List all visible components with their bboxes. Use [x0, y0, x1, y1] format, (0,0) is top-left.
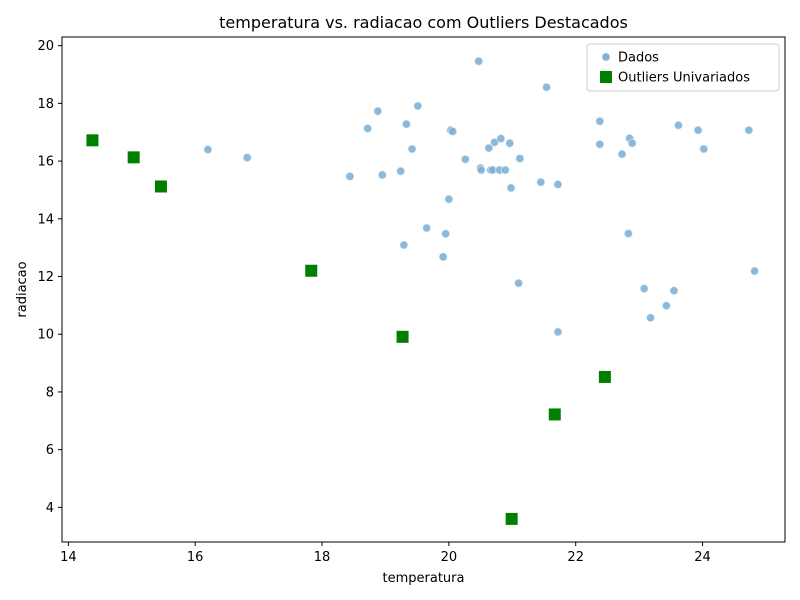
y-tick-label: 6 [46, 443, 54, 458]
x-tick-label: 20 [441, 550, 458, 565]
y-tick-label: 4 [46, 501, 54, 516]
x-tick-label: 16 [187, 550, 204, 565]
y-tick-label: 8 [46, 385, 54, 400]
ticks-layer: 14 16 18 20 22 24 4 6 8 10 12 14 16 18 20 [37, 39, 710, 565]
legend-marker-dados [601, 52, 611, 62]
data-point [203, 145, 213, 154]
data-point [542, 82, 551, 92]
outlier-point [154, 180, 167, 193]
data-point [500, 165, 510, 175]
data-point [669, 286, 679, 296]
data-point [536, 177, 546, 187]
data-point [595, 139, 605, 149]
data-point [506, 183, 516, 193]
points-layer [86, 56, 759, 525]
data-point [515, 154, 525, 163]
x-tick-label: 18 [314, 550, 331, 565]
data-point [699, 144, 709, 154]
outlier-point [305, 264, 318, 277]
data-point [623, 229, 633, 238]
data-point [514, 278, 523, 288]
data-point [627, 138, 637, 148]
data-point [693, 125, 703, 135]
data-point [345, 172, 355, 181]
y-tick-label: 16 [37, 155, 54, 170]
legend-marker-outliers [600, 71, 612, 83]
data-point [399, 240, 409, 250]
data-point [242, 153, 252, 162]
data-point [505, 138, 515, 148]
data-point [448, 127, 458, 136]
data-point [441, 229, 451, 239]
outlier-point [598, 370, 611, 383]
data-point [490, 137, 499, 147]
data-point [744, 125, 754, 135]
data-point [639, 284, 649, 293]
outlier-point [396, 330, 409, 343]
outlier-point [86, 134, 99, 147]
y-axis-title: radiacao [15, 261, 30, 317]
data-point [553, 327, 563, 337]
data-point [662, 301, 671, 311]
plot-frame [61, 36, 786, 543]
data-point [438, 252, 448, 262]
data-point [750, 266, 759, 276]
legend: Dados Outliers Univariados [586, 43, 780, 92]
data-point [373, 106, 383, 116]
data-point [413, 101, 423, 111]
data-point [617, 149, 627, 159]
outlier-point [127, 151, 140, 164]
data-point [595, 116, 605, 126]
legend-label-dados: Dados [618, 51, 659, 66]
data-point [553, 180, 563, 189]
data-point [377, 170, 387, 180]
data-point [461, 155, 470, 164]
legend-box [586, 43, 780, 92]
outlier-point [548, 408, 561, 421]
y-tick-label: 10 [37, 328, 54, 343]
x-tick-label: 24 [694, 550, 711, 565]
chart-title: temperatura vs. radiacao com Outliers De… [219, 13, 628, 32]
data-point [363, 124, 373, 133]
data-point [674, 120, 683, 130]
data-point [646, 313, 655, 323]
y-tick-label: 12 [37, 270, 54, 285]
data-point [444, 194, 454, 204]
data-point [396, 166, 406, 176]
data-point [407, 144, 417, 154]
data-point [474, 56, 484, 66]
y-tick-label: 20 [37, 39, 54, 54]
legend-label-outliers: Outliers Univariados [618, 71, 750, 86]
x-axis-title: temperatura [383, 571, 465, 586]
data-point [402, 119, 411, 129]
x-tick-label: 14 [60, 550, 77, 565]
data-point [476, 165, 486, 175]
y-tick-label: 18 [37, 97, 54, 112]
y-tick-label: 14 [37, 212, 54, 227]
data-point [422, 223, 432, 233]
data-point [484, 143, 494, 153]
data-point [496, 134, 506, 143]
outlier-point [505, 512, 518, 525]
x-tick-label: 22 [567, 550, 584, 565]
